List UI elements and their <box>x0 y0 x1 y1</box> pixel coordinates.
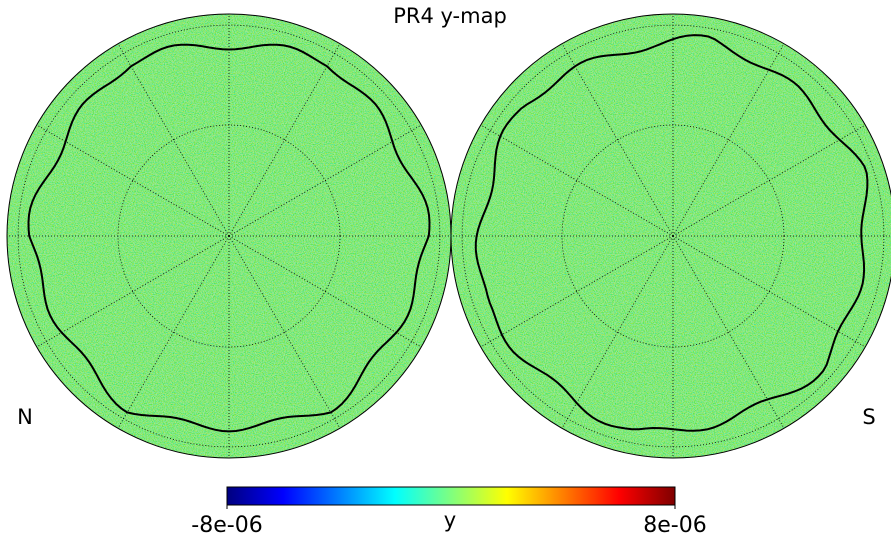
hemisphere-label: N <box>17 405 33 429</box>
graticule <box>117 43 230 237</box>
chart-title: PR4 y-map <box>393 4 507 28</box>
graticule <box>228 235 422 348</box>
graticule <box>228 235 341 429</box>
colorbar <box>226 486 676 506</box>
graticule <box>672 43 785 237</box>
hemisphere-border <box>450 13 891 459</box>
hemisphere-label: S <box>862 405 875 429</box>
graticule <box>561 235 674 429</box>
mask-contour <box>474 34 869 432</box>
colorbar-tick-label: 8e-06 <box>643 513 706 536</box>
mask-contour <box>27 43 431 433</box>
hemisphere <box>6 13 452 459</box>
hemisphere <box>450 13 891 459</box>
graticule <box>36 235 230 348</box>
colorbar-label: y <box>444 508 456 532</box>
graticule <box>561 43 674 237</box>
graticule <box>228 124 422 237</box>
panels <box>6 13 891 459</box>
graticule <box>672 235 785 429</box>
graticule <box>480 235 674 348</box>
graticule <box>672 235 866 348</box>
graticule <box>672 124 866 237</box>
colorbar-tick-label: -8e-06 <box>191 513 262 536</box>
graticule <box>480 124 674 237</box>
graticule <box>228 43 341 237</box>
graticule <box>117 235 230 429</box>
graticule <box>36 124 230 237</box>
